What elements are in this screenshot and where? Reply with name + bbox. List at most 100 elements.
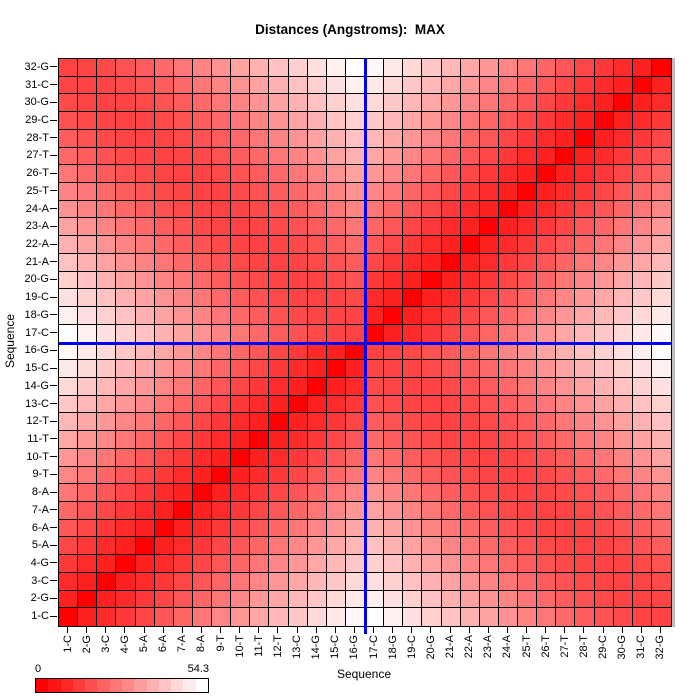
heatmap-cell[interactable]	[594, 448, 614, 467]
heatmap-cell[interactable]	[537, 555, 557, 573]
heatmap-cell[interactable]	[498, 555, 518, 573]
heatmap-cell[interactable]	[116, 413, 136, 432]
heatmap-cell[interactable]	[365, 289, 385, 308]
heatmap-cell[interactable]	[231, 236, 251, 254]
heatmap-cell[interactable]	[632, 324, 652, 343]
heatmap-cell[interactable]	[250, 147, 270, 166]
heatmap-cell[interactable]	[231, 59, 251, 77]
heatmap-cell[interactable]	[518, 360, 538, 378]
heatmap-cell[interactable]	[498, 200, 518, 219]
heatmap-cell[interactable]	[192, 253, 212, 272]
heatmap-cell[interactable]	[97, 555, 117, 573]
heatmap-cell[interactable]	[345, 129, 365, 148]
heatmap-cell[interactable]	[651, 129, 671, 148]
heatmap-cell[interactable]	[326, 59, 346, 77]
heatmap-cell[interactable]	[307, 253, 327, 272]
heatmap-cell[interactable]	[269, 218, 289, 237]
heatmap-cell[interactable]	[116, 519, 136, 538]
heatmap-cell[interactable]	[97, 183, 117, 201]
heatmap-cell[interactable]	[498, 59, 518, 77]
heatmap-cell[interactable]	[154, 466, 174, 485]
heatmap-cell[interactable]	[59, 129, 79, 148]
heatmap-cell[interactable]	[116, 555, 136, 573]
heatmap-cell[interactable]	[651, 253, 671, 272]
heatmap-cell[interactable]	[212, 395, 232, 414]
heatmap-cell[interactable]	[212, 129, 232, 148]
heatmap-cell[interactable]	[460, 377, 480, 396]
heatmap-cell[interactable]	[537, 112, 557, 130]
heatmap-cell[interactable]	[460, 271, 480, 290]
heatmap-cell[interactable]	[403, 466, 423, 485]
heatmap-cell[interactable]	[288, 448, 308, 467]
heatmap-cell[interactable]	[78, 555, 98, 573]
heatmap-cell[interactable]	[518, 307, 538, 325]
heatmap-cell[interactable]	[212, 76, 232, 95]
heatmap-cell[interactable]	[78, 271, 98, 290]
heatmap-cell[interactable]	[460, 236, 480, 254]
heatmap-cell[interactable]	[594, 608, 614, 626]
heatmap-cell[interactable]	[537, 253, 557, 272]
heatmap-cell[interactable]	[594, 484, 614, 502]
heatmap-cell[interactable]	[613, 271, 633, 290]
heatmap-cell[interactable]	[575, 324, 595, 343]
heatmap-cell[interactable]	[307, 501, 327, 520]
heatmap-cell[interactable]	[231, 94, 251, 113]
heatmap-cell[interactable]	[59, 112, 79, 130]
heatmap-cell[interactable]	[632, 590, 652, 609]
heatmap-cell[interactable]	[518, 147, 538, 166]
heatmap-cell[interactable]	[173, 253, 193, 272]
heatmap-cell[interactable]	[59, 147, 79, 166]
heatmap-grid[interactable]	[59, 59, 671, 626]
heatmap-cell[interactable]	[479, 236, 499, 254]
heatmap-cell[interactable]	[212, 94, 232, 113]
heatmap-cell[interactable]	[250, 94, 270, 113]
heatmap-cell[interactable]	[575, 236, 595, 254]
heatmap-cell[interactable]	[537, 484, 557, 502]
heatmap-cell[interactable]	[116, 608, 136, 626]
heatmap-cell[interactable]	[441, 76, 461, 95]
heatmap-cell[interactable]	[479, 466, 499, 485]
heatmap-cell[interactable]	[479, 218, 499, 237]
heatmap-cell[interactable]	[116, 572, 136, 591]
heatmap-cell[interactable]	[632, 112, 652, 130]
heatmap-cell[interactable]	[288, 271, 308, 290]
heatmap-cell[interactable]	[135, 271, 155, 290]
heatmap-cell[interactable]	[498, 183, 518, 201]
heatmap-cell[interactable]	[345, 253, 365, 272]
heatmap-cell[interactable]	[498, 236, 518, 254]
heatmap-cell[interactable]	[556, 183, 576, 201]
heatmap-cell[interactable]	[78, 484, 98, 502]
heatmap-cell[interactable]	[613, 501, 633, 520]
heatmap-cell[interactable]	[97, 360, 117, 378]
heatmap-cell[interactable]	[594, 94, 614, 113]
heatmap-cell[interactable]	[384, 360, 404, 378]
heatmap-cell[interactable]	[613, 147, 633, 166]
heatmap-cell[interactable]	[173, 466, 193, 485]
heatmap-cell[interactable]	[345, 413, 365, 432]
heatmap-cell[interactable]	[365, 537, 385, 556]
heatmap-cell[interactable]	[632, 572, 652, 591]
heatmap-cell[interactable]	[537, 395, 557, 414]
heatmap-cell[interactable]	[269, 448, 289, 467]
heatmap-cell[interactable]	[365, 466, 385, 485]
heatmap-cell[interactable]	[556, 129, 576, 148]
heatmap-cell[interactable]	[231, 608, 251, 626]
heatmap-cell[interactable]	[422, 271, 442, 290]
heatmap-cell[interactable]	[556, 448, 576, 467]
heatmap-cell[interactable]	[231, 519, 251, 538]
heatmap-cell[interactable]	[365, 572, 385, 591]
heatmap-cell[interactable]	[403, 608, 423, 626]
heatmap-cell[interactable]	[326, 289, 346, 308]
heatmap-cell[interactable]	[269, 608, 289, 626]
heatmap-cell[interactable]	[479, 555, 499, 573]
heatmap-cell[interactable]	[59, 289, 79, 308]
heatmap-cell[interactable]	[116, 360, 136, 378]
heatmap-cell[interactable]	[518, 76, 538, 95]
heatmap-cell[interactable]	[632, 448, 652, 467]
heatmap-cell[interactable]	[384, 218, 404, 237]
heatmap-cell[interactable]	[78, 236, 98, 254]
heatmap-cell[interactable]	[59, 271, 79, 290]
heatmap-cell[interactable]	[403, 360, 423, 378]
heatmap-cell[interactable]	[384, 112, 404, 130]
heatmap-cell[interactable]	[460, 572, 480, 591]
